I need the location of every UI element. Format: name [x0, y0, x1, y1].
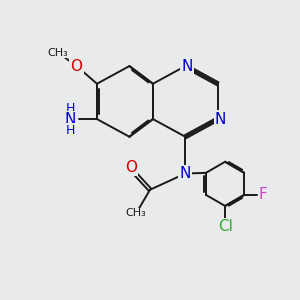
- Text: N: N: [180, 166, 191, 181]
- Text: O: O: [125, 160, 137, 175]
- Text: F: F: [259, 188, 268, 202]
- Text: H: H: [66, 102, 75, 115]
- Text: O: O: [70, 58, 83, 74]
- Text: N: N: [215, 112, 226, 127]
- Text: N: N: [65, 112, 76, 127]
- Text: N: N: [181, 58, 193, 74]
- Text: H: H: [66, 124, 75, 137]
- Text: CH₃: CH₃: [125, 208, 146, 218]
- Text: Cl: Cl: [218, 219, 232, 234]
- Text: CH₃: CH₃: [48, 48, 68, 58]
